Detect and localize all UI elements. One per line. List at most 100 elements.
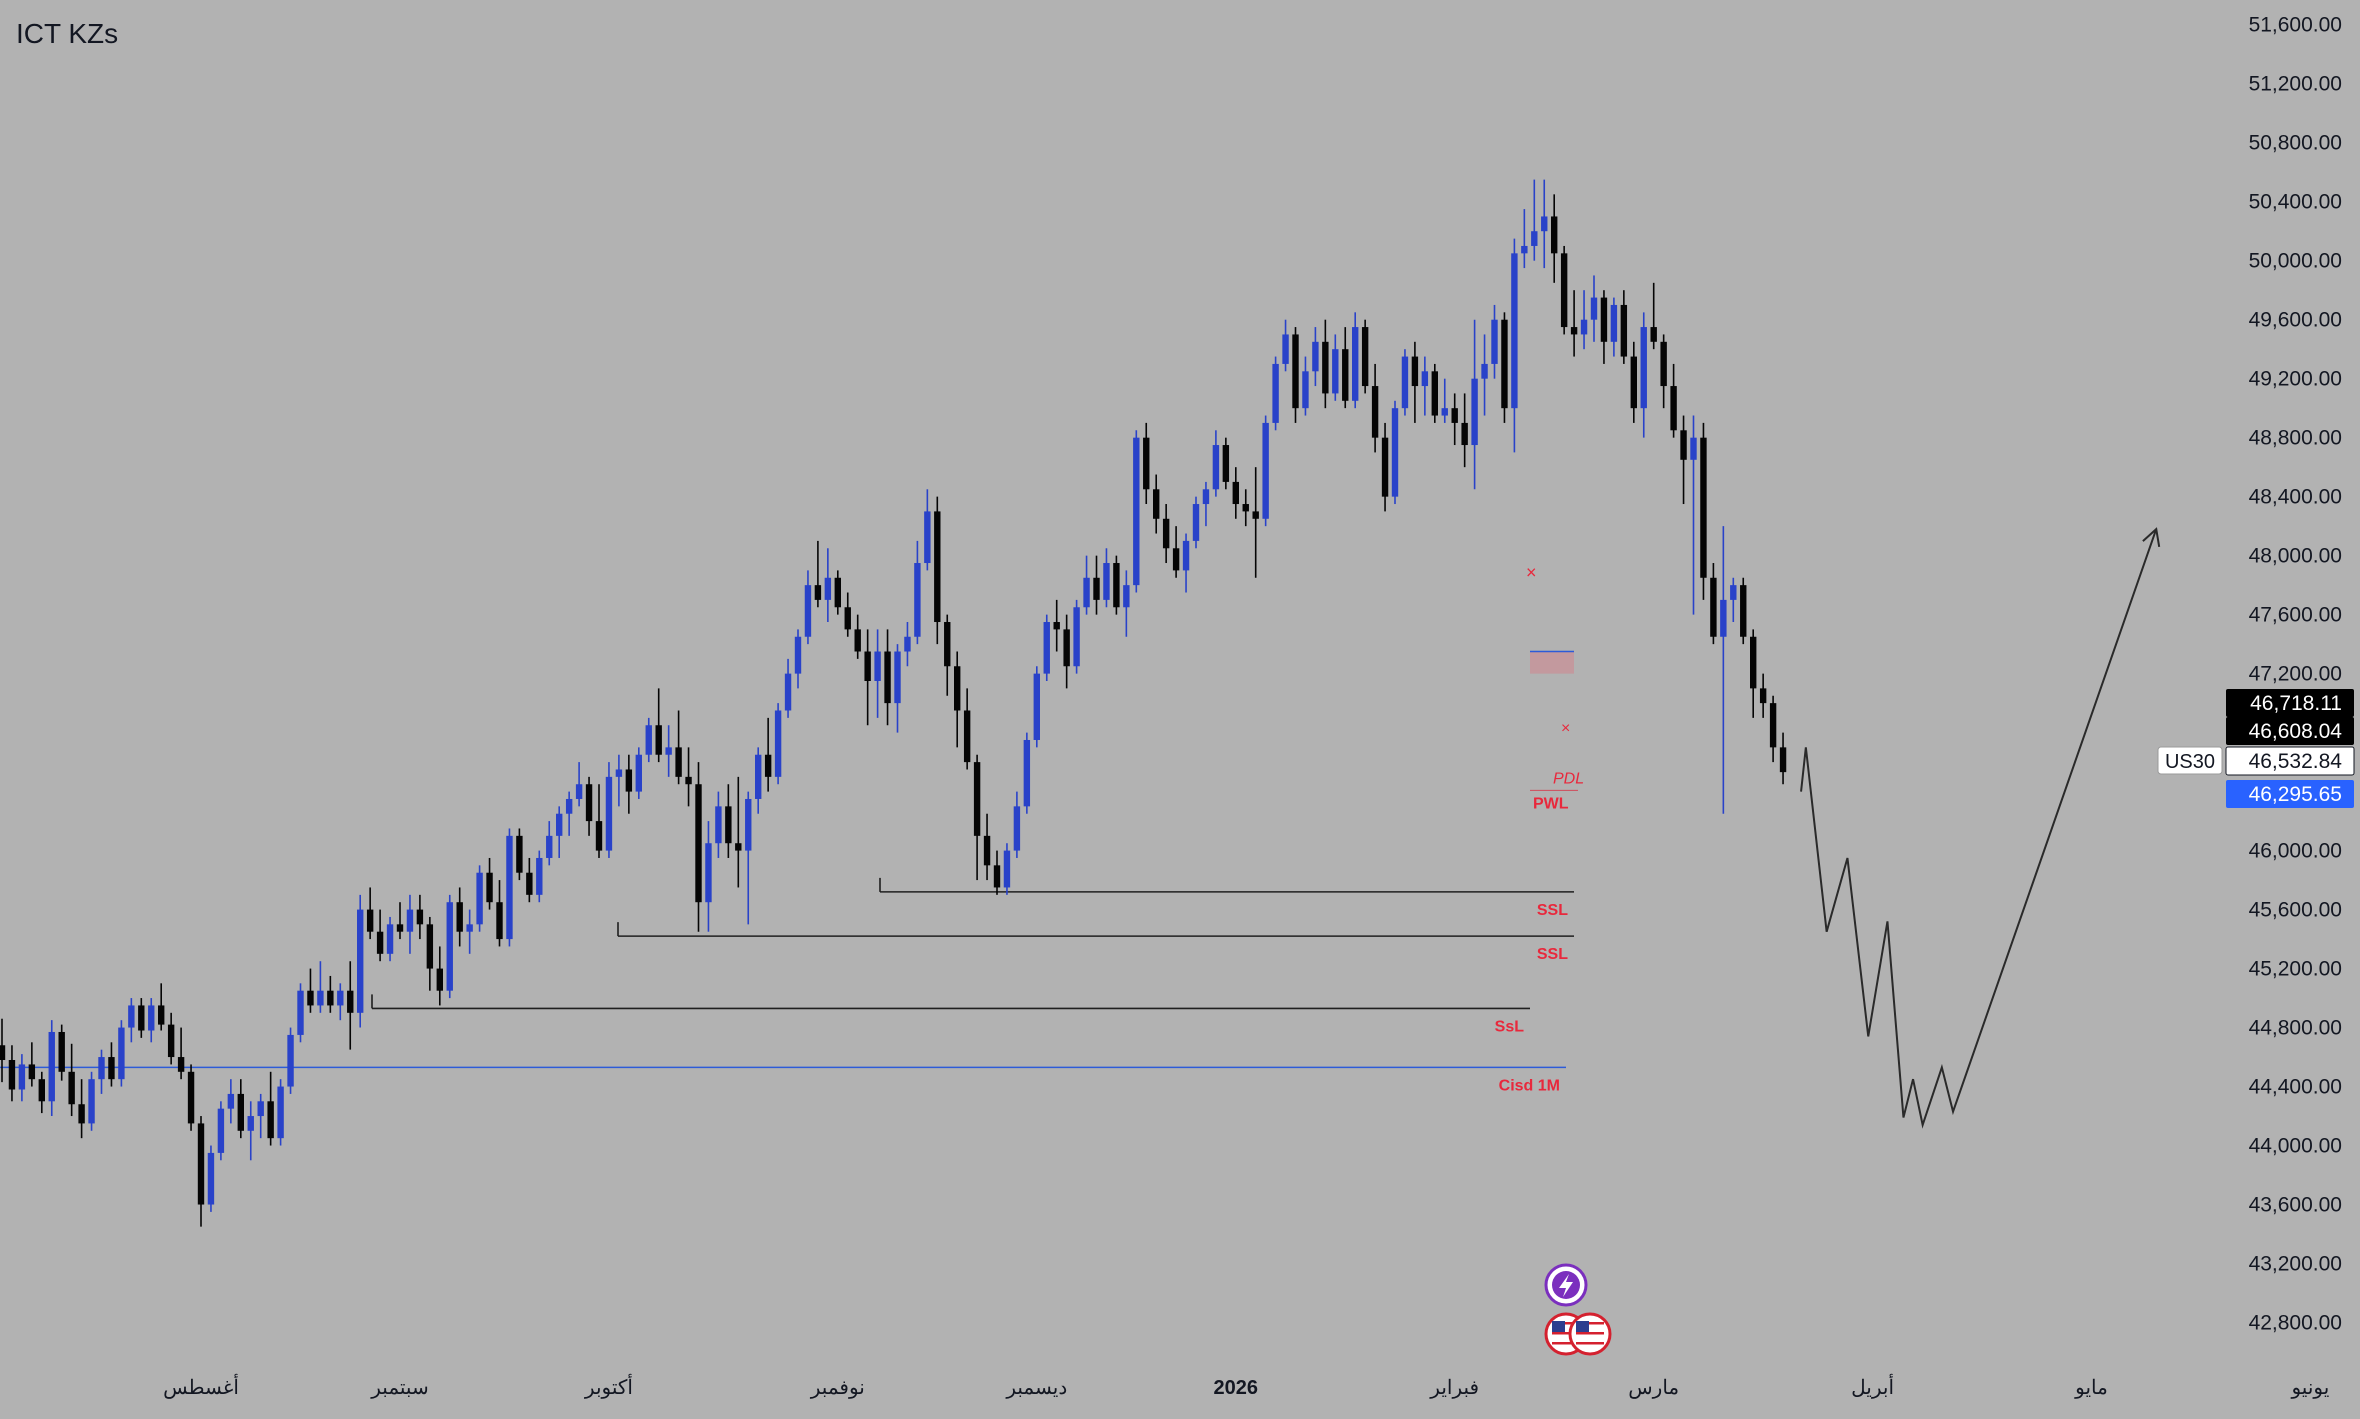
price-tick-label: 49,600.00 [2249, 309, 2342, 332]
candle-body [585, 784, 593, 822]
candle-body [934, 511, 941, 623]
lightning-event-icon[interactable] [1544, 1263, 1588, 1307]
candle-body [1053, 622, 1060, 630]
candle-body [1690, 437, 1697, 460]
candle-body [954, 666, 961, 711]
candle-body [138, 1005, 145, 1031]
candle-body [347, 990, 354, 1013]
candle-body [1630, 356, 1637, 409]
candle-body [1172, 548, 1180, 571]
candle-body [1670, 386, 1677, 431]
candle-body [516, 835, 523, 873]
candle-body [774, 710, 782, 777]
price-tick-label: 45,600.00 [2249, 899, 2342, 922]
candle-body [217, 1108, 225, 1153]
candle-body [337, 990, 344, 1006]
candle-body [1302, 371, 1309, 409]
candle-body [1521, 245, 1528, 254]
candle-body [904, 636, 911, 652]
candle-body [1471, 378, 1478, 446]
price-tag-value: 46,608.04 [2249, 720, 2343, 743]
price-tag [2225, 746, 2355, 776]
candle-body [456, 902, 463, 932]
candle-body [1650, 327, 1657, 342]
price-tick-label: 50,400.00 [2249, 191, 2342, 214]
candle-body [466, 924, 473, 932]
price-tag-value: 46,532.84 [2249, 750, 2343, 773]
candle-body [1222, 445, 1230, 482]
candle-body [1580, 319, 1588, 335]
price-axis[interactable]: 51,600.00 51,200.00 50,800.00 50,400.00 50,0… [2249, 14, 2342, 1335]
candle-body [1113, 563, 1120, 608]
candle-body [317, 990, 324, 1006]
candle-body [197, 1123, 205, 1205]
candle-body [1153, 489, 1160, 519]
candle-body [685, 776, 692, 785]
time-tick-label: أبريل [1851, 1373, 1894, 1399]
candle-body [416, 909, 424, 925]
candle-body [18, 1064, 26, 1090]
candle-body [1242, 504, 1249, 512]
candle-body [1123, 585, 1130, 608]
time-tick-label: أكتوبر [584, 1373, 633, 1399]
time-tick-label: مايو [2074, 1377, 2108, 1399]
candle-body [1769, 703, 1777, 748]
time-tick-label: ديسمبر [1005, 1377, 1067, 1399]
price-tick-label: 49,200.00 [2249, 368, 2342, 391]
chart-title: ICT KZs [16, 18, 119, 49]
candle-body [1421, 371, 1429, 387]
candle-body [227, 1093, 235, 1109]
candle-body [1252, 511, 1259, 519]
candle-body [1371, 386, 1379, 438]
candle-body [48, 1031, 55, 1102]
candle-body [1361, 327, 1369, 387]
levels-layer [0, 650, 1578, 1069]
candle-body [944, 622, 951, 667]
cross-marker: × [1526, 562, 1537, 582]
candle-body [506, 835, 513, 940]
candle-body [297, 990, 304, 1035]
candle-body [1063, 629, 1070, 667]
time-tick-label: 2026 [1214, 1377, 1259, 1399]
candle-body [267, 1101, 274, 1139]
candle-body [287, 1034, 294, 1087]
candle-body [675, 747, 682, 777]
us-flag-event-icon[interactable] [1568, 1312, 1612, 1356]
candle-body [88, 1079, 95, 1124]
candle-body [1481, 363, 1488, 379]
candle-body [1312, 341, 1319, 372]
candle-body [406, 909, 414, 932]
candle-body [1640, 327, 1647, 409]
candle-body [983, 835, 991, 866]
price-tick-label: 46,000.00 [2249, 840, 2342, 863]
candle-body [1073, 607, 1080, 667]
events-layer[interactable] [1544, 1263, 1612, 1356]
candle-body [1740, 585, 1747, 637]
time-axis[interactable]: أغسطس سبتمبر أكتوبر نوفمبر ديسمبر 2026 فبراير م… [163, 1373, 2329, 1399]
candle-body [1730, 585, 1737, 600]
time-tick-label: أغسطس [163, 1373, 239, 1399]
projection-layer [1800, 527, 2161, 1129]
candle-body [237, 1093, 244, 1131]
time-tick-label: سبتمبر [370, 1377, 428, 1399]
candle-body [28, 1064, 36, 1080]
candle-body [1133, 437, 1140, 586]
price-tag-value: 46,718.11 [2250, 692, 2342, 715]
price-tick-label: 48,000.00 [2249, 545, 2342, 568]
candle-body [307, 990, 314, 1006]
pwl-label: PWL [1533, 795, 1569, 812]
candle-body [1551, 216, 1558, 254]
candle-body [1103, 563, 1110, 600]
candle-body [605, 776, 613, 851]
candle-body [0, 1045, 6, 1061]
price-tag [2226, 689, 2354, 717]
candle-body [1750, 636, 1757, 689]
candle-body [376, 931, 384, 954]
candle-body [396, 924, 404, 932]
candle-body [386, 924, 394, 954]
candle-body [78, 1104, 85, 1124]
candle-body [436, 968, 443, 991]
candle-body [665, 747, 672, 755]
